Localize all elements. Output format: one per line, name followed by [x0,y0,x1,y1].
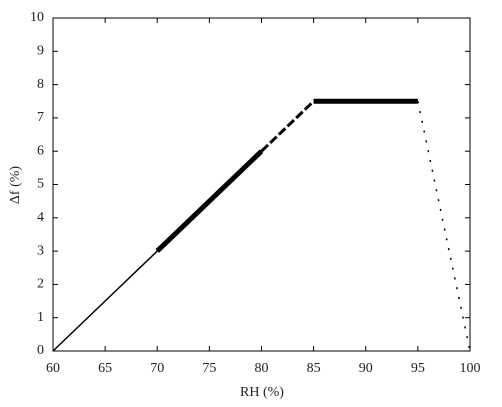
y-tick-label: 1 [37,310,44,325]
data-line [155,149,264,253]
y-tick-label: 0 [37,343,44,358]
x-tick-label: 65 [98,361,112,376]
x-tick-label: 80 [255,361,269,376]
y-tick-label: 10 [30,10,44,25]
plot-frame [52,17,471,352]
x-tick-label: 85 [307,361,321,376]
x-tick-label: 60 [46,361,60,376]
data-line [260,100,315,153]
x-tick-label: 100 [460,361,481,376]
y-tick-label: 5 [37,177,44,192]
x-tick-label: 95 [411,361,425,376]
y-tick-label: 9 [37,44,44,59]
x-tick-label: 90 [359,361,373,376]
data-line [417,101,471,352]
y-tick-label: 2 [37,277,44,292]
x-axis-label: RH (%) [240,385,284,400]
y-tick-label: 4 [37,210,44,225]
y-tick-label: 7 [37,110,44,125]
y-axis-label: Δf (%) [8,166,23,204]
y-tick-label: 8 [37,77,44,92]
y-tick-label: 6 [37,143,44,158]
x-tick-label: 70 [150,361,164,376]
data-line [52,250,158,352]
y-tick-label: 3 [37,243,44,258]
x-tick-label: 75 [202,361,216,376]
